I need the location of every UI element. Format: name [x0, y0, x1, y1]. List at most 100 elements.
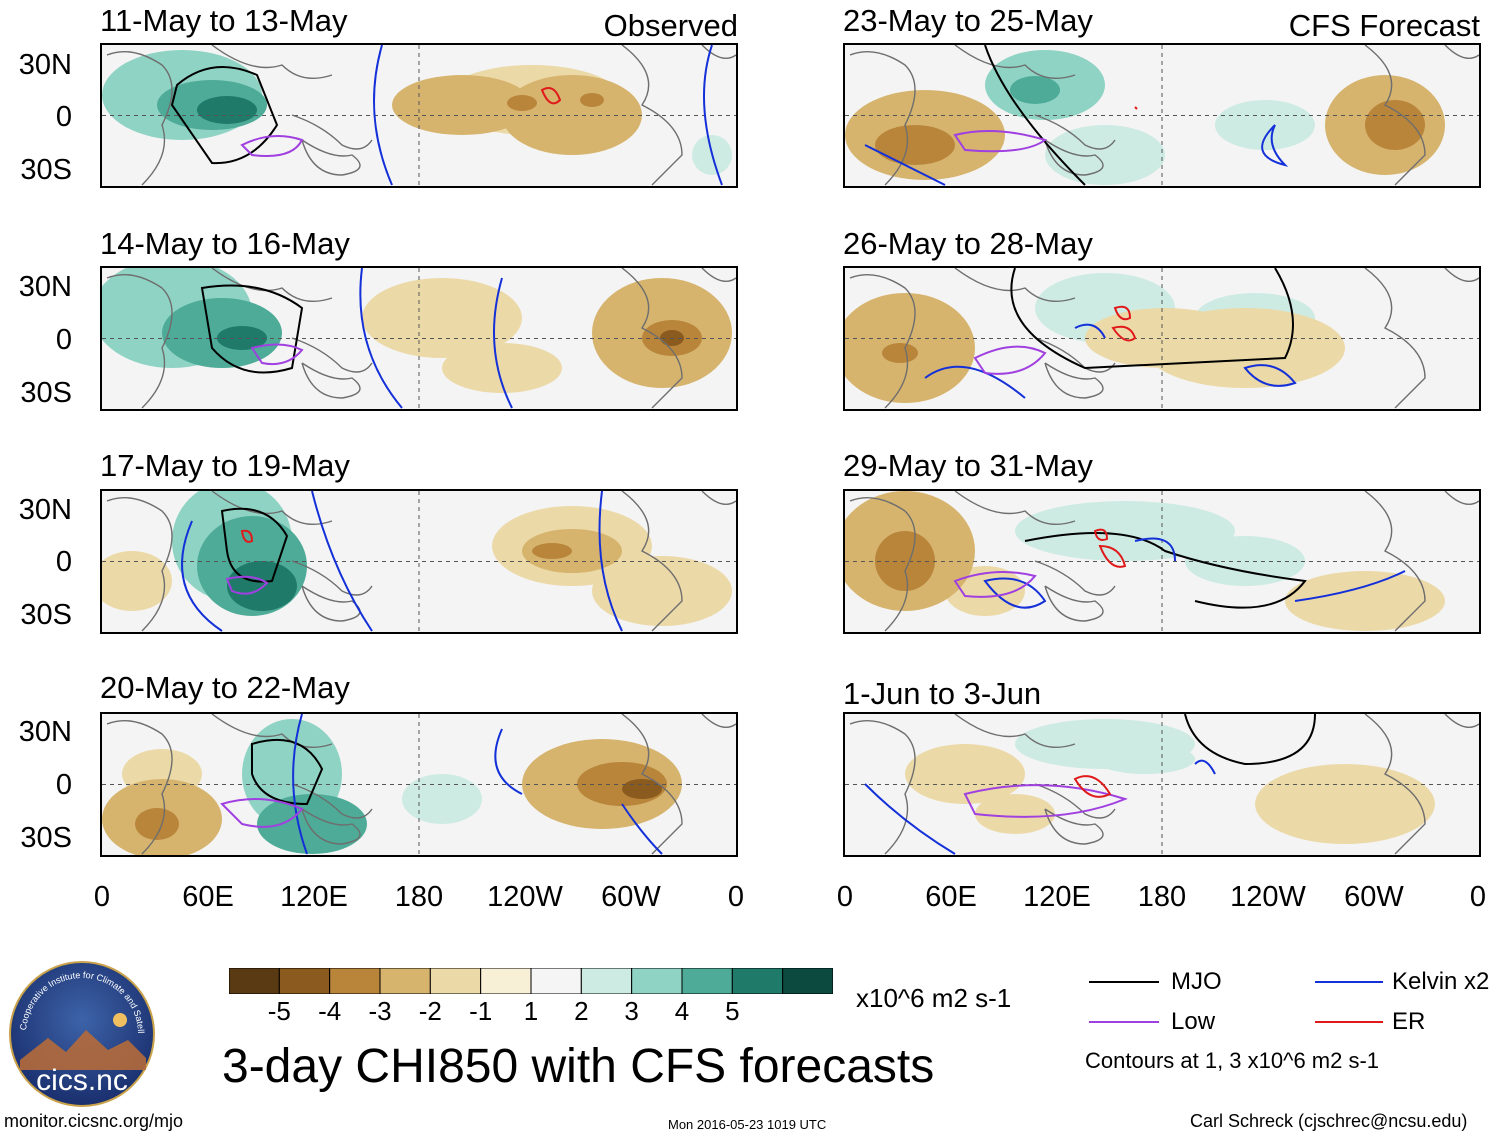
coastline	[1364, 491, 1426, 632]
ytick-0-1: 0	[55, 101, 72, 133]
colorbar-tick-label: -3	[368, 996, 392, 1026]
map-panel-7	[843, 489, 1481, 634]
legend-label-kelvin: Kelvin x2	[1392, 968, 1490, 995]
coastline	[211, 491, 333, 525]
er-contour	[240, 529, 254, 543]
anomaly-shading	[882, 343, 918, 363]
coastline	[621, 714, 683, 855]
coastline	[849, 274, 916, 409]
coastline	[701, 714, 736, 728]
coastline	[621, 45, 683, 186]
coastline	[1444, 45, 1479, 59]
anomaly-shading	[592, 556, 732, 626]
map-panel-3	[100, 489, 738, 634]
coastline	[291, 337, 373, 373]
anomaly-shading	[257, 794, 367, 854]
coastline	[1364, 45, 1426, 186]
mjo-contour	[984, 45, 1086, 186]
anomaly-shading	[1285, 571, 1445, 631]
panel-title-4: 20-May to 22-May	[100, 670, 350, 705]
kelvin-contour	[494, 728, 523, 795]
ytick-30s-3: 30S	[20, 599, 72, 631]
units-label: x10^6 m2 s-1	[856, 983, 1012, 1013]
panel-title-8: 1-Jun to 3-Jun	[843, 676, 1042, 711]
er-contour	[1093, 528, 1109, 541]
er-contour	[1113, 305, 1132, 321]
kelvin-contour	[373, 45, 393, 186]
anomaly-shading	[1365, 100, 1425, 150]
kelvin-contour	[598, 491, 623, 632]
kelvin-contour	[1294, 570, 1406, 602]
anomaly-shading	[1145, 308, 1345, 388]
low-contour	[953, 130, 1048, 153]
colorbar-swatch	[631, 967, 683, 995]
er-contour	[540, 87, 562, 105]
coastline	[1044, 139, 1104, 176]
anomaly-shading	[102, 551, 172, 611]
coastline	[106, 720, 173, 855]
anomaly-shading	[1010, 76, 1060, 104]
kelvin-contour	[983, 577, 1047, 609]
colorbar-tick-label: -1	[469, 996, 493, 1026]
low-contour	[250, 343, 304, 366]
kelvin-contour	[1243, 364, 1297, 387]
anomaly-shading	[227, 561, 297, 611]
anomaly-shading	[135, 808, 179, 840]
colorbar-swatch	[580, 967, 633, 995]
footer-url[interactable]: monitor.cicsnc.org/mjo	[4, 1111, 184, 1131]
coastline	[301, 808, 361, 845]
colorbar	[228, 967, 834, 995]
map-panel-4	[100, 712, 738, 857]
mjo-contour	[1010, 268, 1294, 370]
mjo-contour	[170, 66, 279, 165]
er-contour	[1111, 325, 1137, 342]
coastline	[106, 51, 173, 186]
kelvin-contour	[621, 803, 663, 855]
xtick-right-60e: 60E	[925, 881, 977, 913]
low-contour	[973, 345, 1047, 375]
kelvin-contour	[311, 491, 373, 632]
anomaly-shading	[402, 774, 482, 824]
ytick-30s-1: 30S	[20, 154, 72, 186]
footer-timestamp: Mon 2016-05-23 1019 UTC	[668, 1117, 827, 1132]
low-contour	[225, 575, 269, 595]
panel-title-7: 29-May to 31-May	[843, 448, 1093, 483]
kelvin-contour	[292, 714, 308, 855]
coastline	[1364, 268, 1426, 409]
anomaly-shading	[1045, 125, 1165, 185]
anomaly-shading	[392, 75, 532, 135]
coastline	[701, 268, 736, 282]
kelvin-contour	[703, 45, 723, 186]
legend-label-er: ER	[1392, 1008, 1426, 1035]
mjo-contour	[200, 284, 304, 374]
ytick-30s-2: 30S	[20, 377, 72, 409]
coastline	[1034, 560, 1116, 596]
anomaly-shading	[442, 343, 562, 393]
colorbar-tick-label: 3	[624, 996, 639, 1026]
xtick-right-0-end: 0	[1469, 881, 1487, 913]
anomaly-shading	[580, 93, 604, 107]
anomaly-shading	[532, 543, 572, 559]
coastline	[954, 268, 1076, 302]
coastline	[849, 51, 916, 186]
legend-label-mjo: MJO	[1171, 968, 1222, 995]
coastline	[1034, 783, 1116, 819]
coastline	[301, 585, 361, 622]
colorbar-tick-label: 2	[574, 996, 589, 1026]
xtick-left-60e: 60E	[182, 881, 234, 913]
map-panel-1	[100, 43, 738, 188]
contours-note: Contours at 1, 3 x10^6 m2 s-1	[1085, 1048, 1380, 1073]
coastline	[291, 783, 373, 819]
panel-title-5: 23-May to 25-May	[843, 3, 1093, 38]
legend: MJO Kelvin x2 Low ER Contours at 1, 3 x1…	[1085, 966, 1505, 1076]
ytick-0-3: 0	[55, 546, 72, 578]
map-panel-2	[100, 266, 738, 411]
xtick-right-180: 180	[1137, 881, 1187, 913]
colorbar-tick-label: -5	[267, 996, 291, 1026]
colorbar-swatch	[429, 967, 482, 995]
colorbar-tick-label: 4	[674, 996, 690, 1026]
panel-title-3: 17-May to 19-May	[100, 448, 350, 483]
ytick-30n-2: 30N	[18, 271, 72, 303]
coastline	[106, 274, 173, 409]
observed-label: Observed	[603, 8, 738, 43]
